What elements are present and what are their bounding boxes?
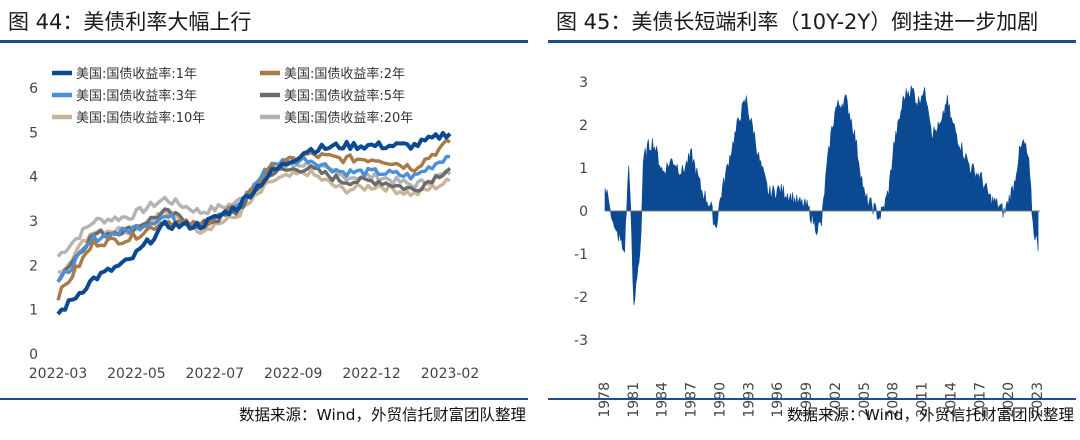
line-chart: 0 1 2 3 4 5 6 2022-03 2022-05 2022-07 2022-09 2022-… — [29, 66, 480, 382]
source-note: 数据来源：Wind，外贸信托财富团队整理 — [787, 406, 1074, 424]
x-tick-label: 2022-07 — [186, 366, 245, 382]
y-tick-label: 2 — [29, 258, 38, 274]
chart-panel-yield-rates: 图 44：美债利率大幅上行 0 1 2 3 4 5 6 2022-03 2022-05 2022-… — [0, 0, 528, 440]
y-tick-label: 3 — [29, 214, 38, 230]
figure-title: 图 44：美债利率大幅上行 — [8, 10, 252, 34]
x-tick-label: 2022-05 — [107, 366, 166, 382]
y-tick-label: 6 — [29, 81, 38, 97]
x-tick-label: 2022-03 — [29, 366, 88, 382]
y-tick-label: 3 — [579, 75, 588, 91]
chart-panel-term-spread: 图 45：美债长短端利率（10Y-2Y）倒挂进一步加剧 3210-1-2-319… — [548, 0, 1076, 440]
title-divider — [0, 40, 528, 43]
legend-label: 美国:国债收益率:1年 — [76, 66, 197, 82]
x-tick-label: 2022-12 — [342, 366, 401, 382]
legend-label: 美国:国债收益率:5年 — [284, 88, 405, 104]
y-tick-label: 5 — [29, 125, 38, 141]
figure-title: 图 45：美债长短端利率（10Y-2Y）倒挂进一步加剧 — [556, 10, 1039, 34]
y-tick-label: -2 — [574, 290, 588, 306]
series-line — [56, 154, 450, 283]
source-divider — [548, 398, 1076, 400]
series-line — [56, 131, 452, 316]
y-tick-label: 4 — [29, 170, 38, 186]
title-divider — [548, 40, 1076, 43]
legend-label: 美国:国债收益率:3年 — [76, 88, 197, 104]
area-chart: 3210-1-2-3197819811984198719901993199619… — [574, 75, 1046, 418]
source-divider — [0, 398, 528, 400]
y-tick-label: 2 — [579, 118, 588, 134]
y-tick-label: 0 — [579, 204, 588, 220]
legend-label: 美国:国债收益率:10年 — [76, 110, 205, 126]
y-tick-label: 1 — [29, 303, 38, 319]
y-tick-label: 1 — [579, 161, 588, 177]
legend-label: 美国:国债收益率:2年 — [284, 66, 405, 82]
spread-area — [604, 85, 1039, 306]
y-tick-label: -1 — [574, 247, 588, 263]
y-tick-label: 0 — [29, 347, 38, 363]
source-note: 数据来源：Wind，外贸信托财富团队整理 — [239, 406, 526, 424]
x-tick-label: 2022-09 — [264, 366, 323, 382]
legend-label: 美国:国债收益率:20年 — [284, 110, 413, 126]
x-tick-label: 2023-02 — [421, 366, 480, 382]
y-tick-label: -3 — [574, 333, 588, 349]
